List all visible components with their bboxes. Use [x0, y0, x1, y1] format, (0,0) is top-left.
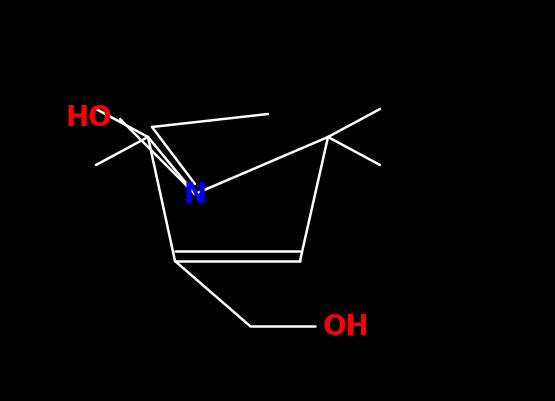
Text: OH: OH: [323, 312, 370, 340]
Text: N: N: [184, 180, 206, 209]
Text: HO: HO: [65, 104, 112, 132]
